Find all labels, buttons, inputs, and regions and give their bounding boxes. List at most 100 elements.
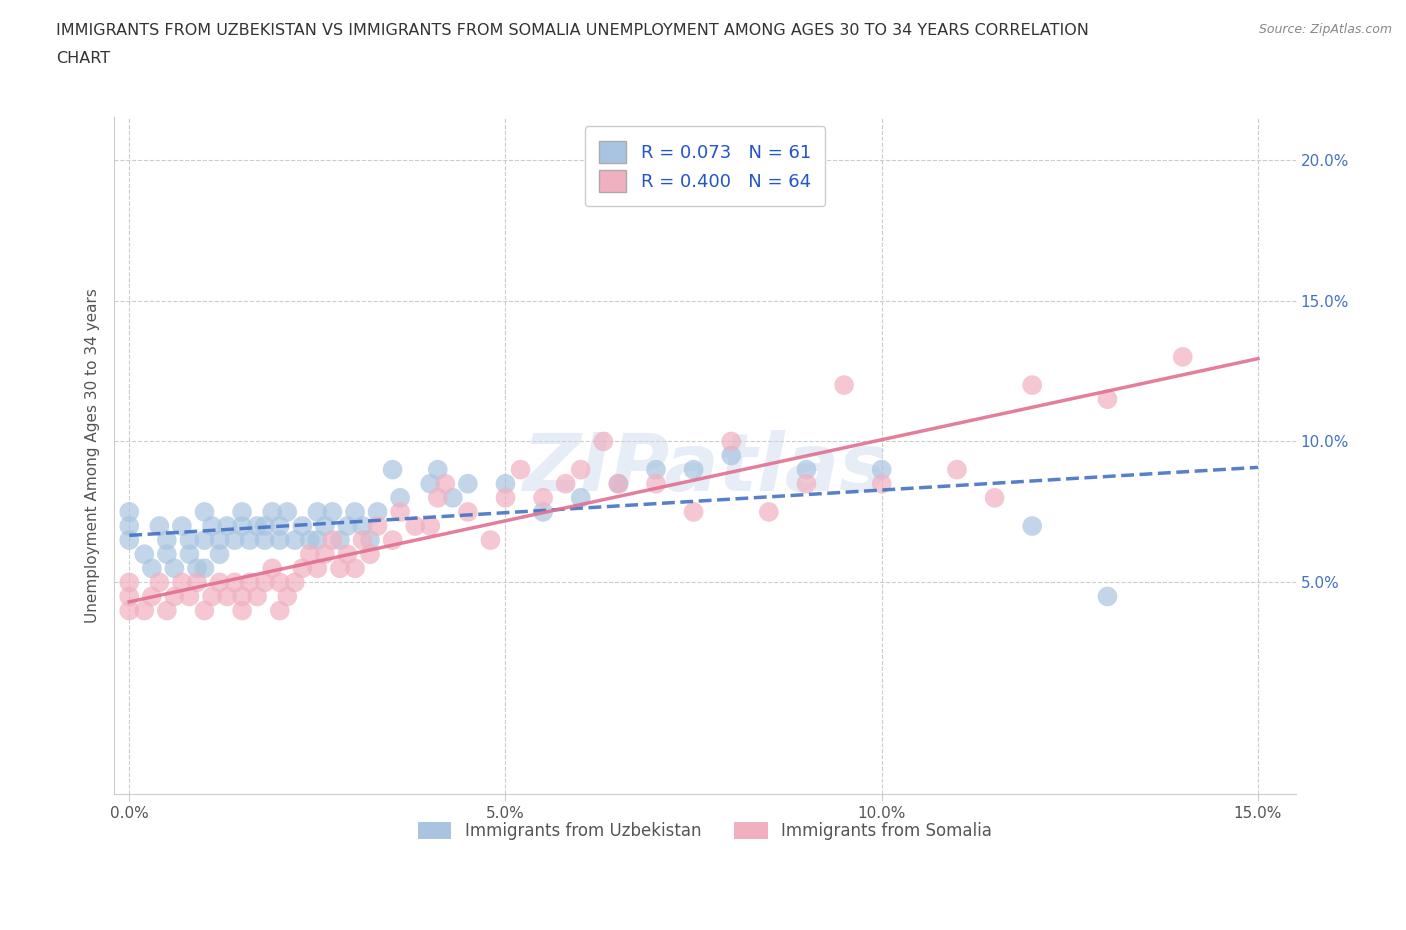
- Point: [389, 490, 412, 505]
- Point: [509, 462, 531, 477]
- Point: [224, 575, 246, 590]
- Point: [1097, 392, 1119, 406]
- Point: [1097, 589, 1119, 604]
- Point: [141, 589, 163, 604]
- Point: [1021, 519, 1043, 534]
- Point: [367, 504, 389, 519]
- Point: [457, 504, 479, 519]
- Point: [269, 533, 291, 548]
- Point: [269, 604, 291, 618]
- Point: [314, 519, 336, 534]
- Point: [262, 504, 284, 519]
- Point: [359, 533, 381, 548]
- Point: [758, 504, 780, 519]
- Point: [329, 561, 352, 576]
- Point: [239, 575, 262, 590]
- Point: [239, 533, 262, 548]
- Point: [426, 462, 449, 477]
- Point: [298, 533, 321, 548]
- Point: [134, 604, 156, 618]
- Point: [118, 519, 141, 534]
- Point: [179, 589, 201, 604]
- Point: [186, 561, 208, 576]
- Point: [253, 519, 276, 534]
- Point: [118, 533, 141, 548]
- Point: [554, 476, 576, 491]
- Point: [404, 519, 426, 534]
- Point: [246, 519, 269, 534]
- Point: [118, 589, 141, 604]
- Point: [170, 575, 193, 590]
- Point: [495, 476, 517, 491]
- Point: [389, 504, 412, 519]
- Point: [208, 575, 231, 590]
- Point: [1021, 378, 1043, 392]
- Point: [298, 547, 321, 562]
- Point: [201, 589, 224, 604]
- Point: [434, 476, 457, 491]
- Point: [381, 533, 404, 548]
- Point: [193, 533, 215, 548]
- Y-axis label: Unemployment Among Ages 30 to 34 years: Unemployment Among Ages 30 to 34 years: [86, 288, 100, 623]
- Point: [607, 476, 630, 491]
- Point: [720, 448, 742, 463]
- Point: [193, 504, 215, 519]
- Point: [163, 561, 186, 576]
- Point: [231, 504, 253, 519]
- Point: [307, 504, 329, 519]
- Text: Source: ZipAtlas.com: Source: ZipAtlas.com: [1258, 23, 1392, 36]
- Point: [179, 547, 201, 562]
- Point: [796, 476, 818, 491]
- Point: [479, 533, 502, 548]
- Point: [163, 589, 186, 604]
- Point: [321, 533, 343, 548]
- Point: [832, 378, 855, 392]
- Point: [148, 519, 170, 534]
- Point: [946, 462, 969, 477]
- Point: [284, 533, 307, 548]
- Point: [141, 561, 163, 576]
- Text: CHART: CHART: [56, 51, 110, 66]
- Point: [352, 519, 374, 534]
- Point: [870, 462, 893, 477]
- Point: [343, 504, 366, 519]
- Point: [307, 561, 329, 576]
- Point: [569, 462, 592, 477]
- Point: [796, 462, 818, 477]
- Point: [720, 434, 742, 449]
- Point: [118, 604, 141, 618]
- Point: [224, 533, 246, 548]
- Point: [291, 561, 314, 576]
- Point: [682, 462, 704, 477]
- Point: [983, 490, 1005, 505]
- Point: [215, 589, 238, 604]
- Point: [284, 575, 307, 590]
- Point: [419, 476, 441, 491]
- Point: [359, 547, 381, 562]
- Text: ZIPatlas: ZIPatlas: [523, 430, 887, 508]
- Point: [179, 533, 201, 548]
- Point: [193, 561, 215, 576]
- Point: [336, 519, 359, 534]
- Point: [314, 547, 336, 562]
- Point: [118, 504, 141, 519]
- Point: [148, 575, 170, 590]
- Point: [441, 490, 464, 505]
- Point: [426, 490, 449, 505]
- Point: [208, 533, 231, 548]
- Point: [321, 504, 343, 519]
- Legend: Immigrants from Uzbekistan, Immigrants from Somalia: Immigrants from Uzbekistan, Immigrants f…: [411, 815, 998, 846]
- Point: [215, 519, 238, 534]
- Point: [457, 476, 479, 491]
- Point: [336, 547, 359, 562]
- Point: [201, 519, 224, 534]
- Point: [592, 434, 614, 449]
- Point: [231, 519, 253, 534]
- Point: [419, 519, 441, 534]
- Point: [495, 490, 517, 505]
- Point: [1171, 350, 1194, 365]
- Point: [231, 589, 253, 604]
- Point: [269, 575, 291, 590]
- Point: [134, 547, 156, 562]
- Point: [156, 604, 179, 618]
